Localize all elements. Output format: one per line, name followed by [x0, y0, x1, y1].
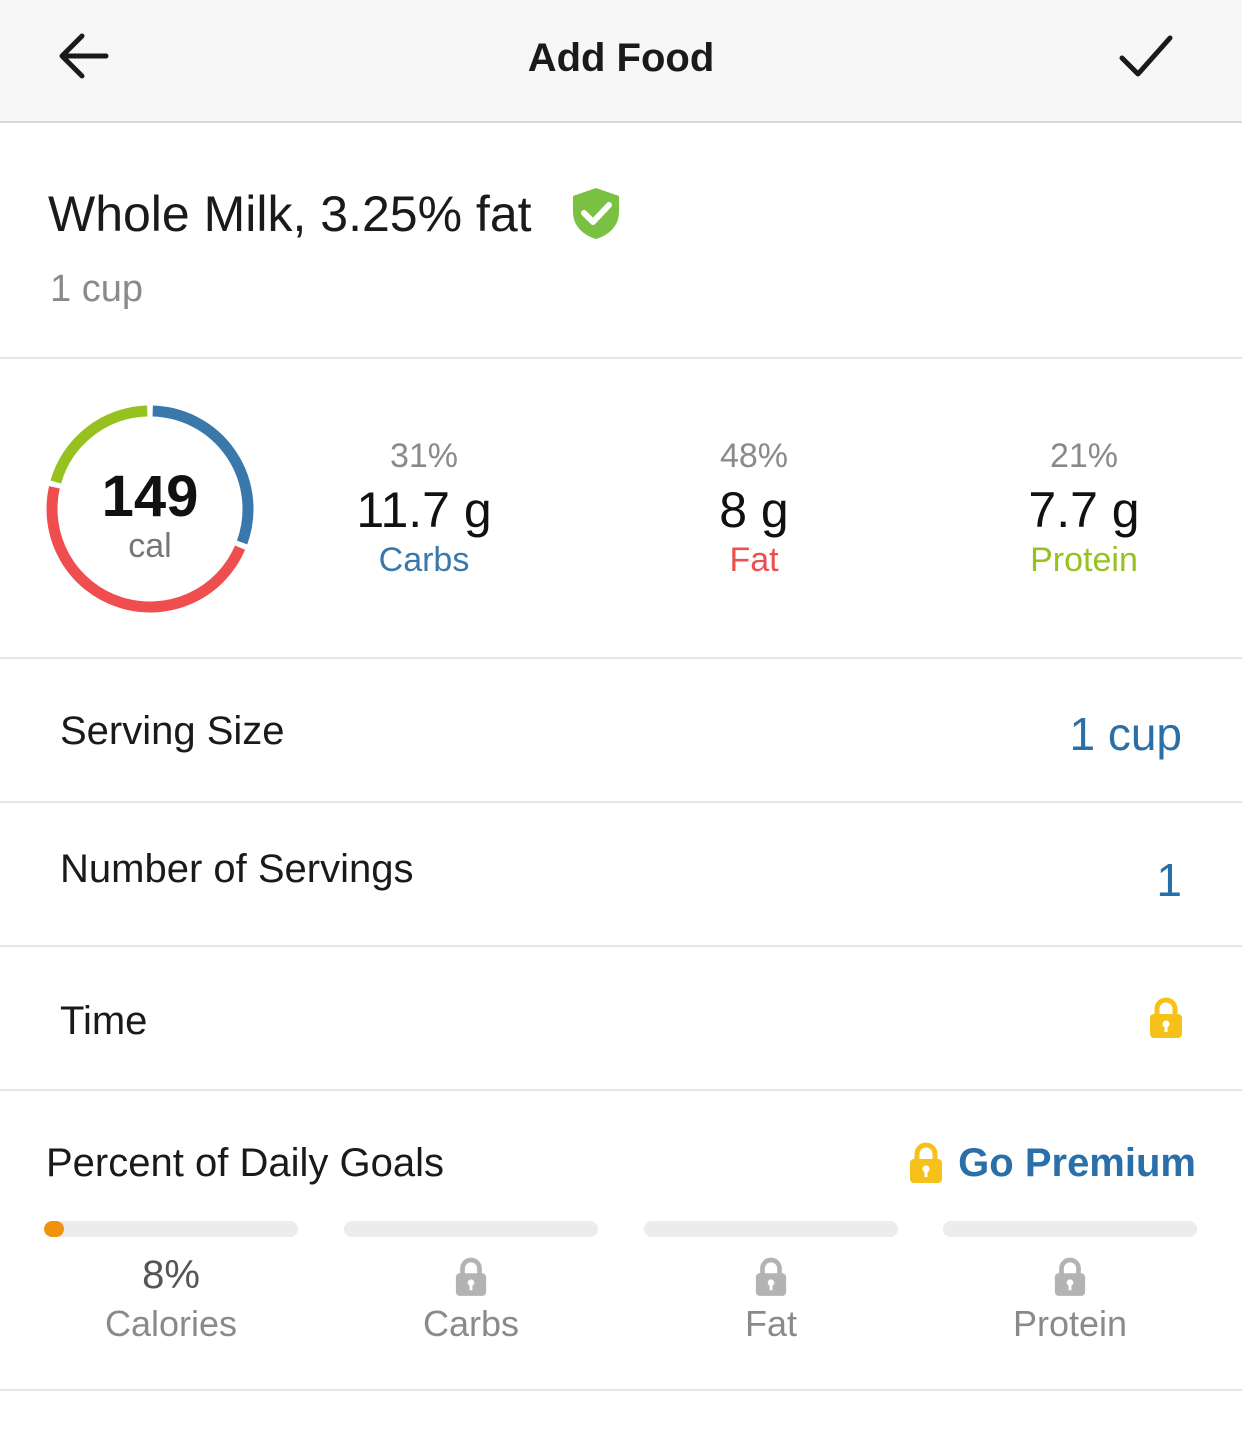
fat-goal: Fat — [644, 1253, 898, 1345]
calories-goal: 8% Calories — [44, 1253, 298, 1345]
calories-goal-label: Calories — [104, 1303, 238, 1344]
ring-segment-carbs — [152, 405, 254, 545]
macro-carbs-amount: 11.7 g — [356, 482, 492, 538]
macro-fat-label: Fat — [729, 541, 779, 579]
macro-fat-amount: 8 g — [719, 482, 789, 538]
macro-carbs: 31% 11.7 g Carbs — [304, 437, 544, 580]
calorie-value: 149 — [101, 464, 199, 529]
carbs-goal-bar — [344, 1221, 598, 1237]
checkmark-icon[interactable] — [1116, 30, 1176, 82]
servings-label: Number of Servings — [60, 847, 414, 891]
daily-goals-section: Percent of Daily Goals Go Premium 8% Cal… — [0, 1091, 1242, 1391]
verified-shield-icon — [573, 188, 619, 239]
carbs-goal-label: Carbs — [422, 1303, 520, 1344]
daily-goals-heading: Percent of Daily Goals — [46, 1141, 444, 1185]
macro-protein-amount: 7.7 g — [1028, 482, 1140, 538]
lock-icon — [755, 1257, 787, 1296]
calorie-label: cal — [128, 527, 172, 565]
ring-segment-fat — [46, 486, 246, 613]
macro-fat: 48% 8 g Fat — [634, 437, 874, 580]
top-bar: Add Food — [0, 0, 1242, 123]
serving-size-value[interactable]: 1 cup — [1069, 708, 1182, 760]
calories-goal-bar — [44, 1221, 298, 1237]
servings-row[interactable]: Number of Servings 1 — [0, 803, 1242, 947]
lock-icon[interactable] — [1148, 997, 1184, 1039]
food-info: Whole Milk, 3.25% fat 1 cup — [0, 123, 1242, 359]
ring-segment-protein — [50, 405, 148, 484]
arrow-left-icon[interactable] — [56, 30, 112, 82]
calorie-ring: 149 cal — [40, 399, 260, 619]
fat-goal-bar — [644, 1221, 898, 1237]
lock-icon — [1054, 1257, 1086, 1296]
calories-goal-value: 8% — [142, 1253, 200, 1297]
protein-goal: Protein — [943, 1253, 1197, 1345]
food-serving-description: 1 cup — [50, 268, 143, 310]
macro-fat-percent: 48% — [719, 437, 789, 475]
calories-goal-bar-fill — [44, 1221, 65, 1237]
go-premium-label: Go Premium — [958, 1140, 1196, 1185]
lock-icon — [910, 1142, 943, 1183]
protein-goal-bar — [943, 1221, 1197, 1237]
page-title: Add Food — [527, 36, 715, 80]
serving-size-label: Serving Size — [60, 709, 285, 753]
carbs-goal: Carbs — [344, 1253, 598, 1345]
macro-ring-chart — [46, 405, 254, 613]
macro-summary: 149 cal 31% 11.7 g Carbs 48% 8 g Fat 21%… — [0, 359, 1242, 659]
food-name: Whole Milk, 3.25% fat — [48, 186, 532, 242]
macro-protein-percent: 21% — [1049, 437, 1119, 475]
go-premium-button[interactable]: Go Premium — [908, 1139, 1196, 1187]
lock-icon — [455, 1257, 487, 1296]
serving-size-row[interactable]: Serving Size 1 cup — [0, 659, 1242, 803]
protein-goal-label: Protein — [1012, 1303, 1128, 1344]
servings-value[interactable]: 1 — [1156, 854, 1182, 906]
macro-protein: 21% 7.7 g Protein — [964, 437, 1204, 580]
fat-goal-label: Fat — [744, 1303, 797, 1344]
time-label: Time — [60, 999, 148, 1043]
macro-protein-label: Protein — [1030, 541, 1138, 579]
time-row[interactable]: Time — [0, 947, 1242, 1091]
macro-carbs-label: Carbs — [378, 541, 470, 579]
macro-carbs-percent: 31% — [389, 437, 459, 475]
